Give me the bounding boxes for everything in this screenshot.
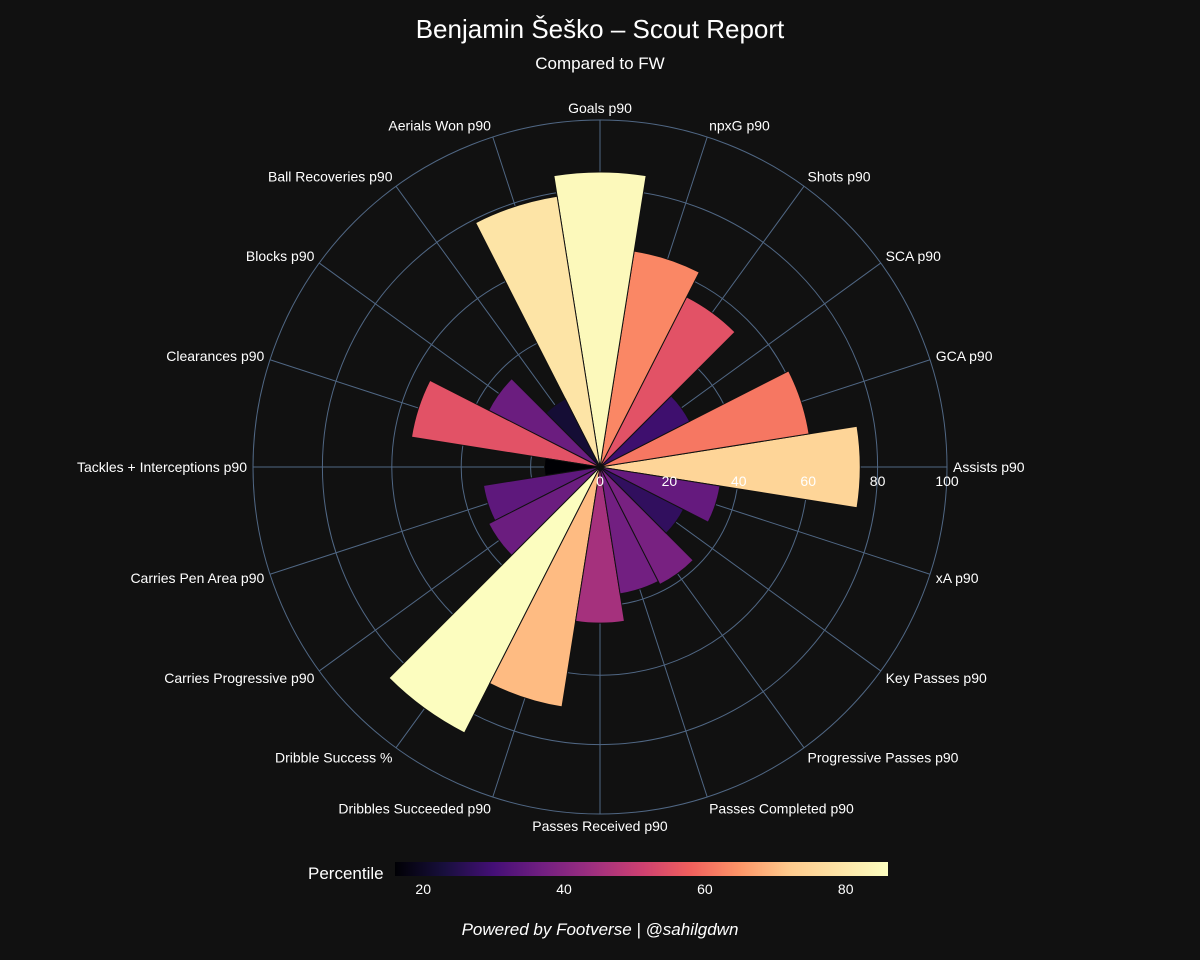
radial-tick-0: 0 [596, 473, 604, 489]
category-label-17: Progressive Passes p90 [808, 749, 959, 765]
bar-13 [388, 466, 601, 734]
bar-17 [599, 466, 694, 586]
radial-tick-3: 60 [800, 473, 816, 489]
category-label-9: Clearances p90 [166, 348, 264, 364]
colorbar-ticks: 20 40 60 80 [415, 881, 853, 897]
category-label-14: Dribbles Succeeded p90 [338, 800, 491, 816]
category-label-5: Goals p90 [568, 100, 632, 116]
colorbar-gradient [395, 862, 888, 876]
bar-1 [599, 370, 810, 468]
category-label-12: Carries Progressive p90 [164, 670, 314, 686]
colorbar-tick-0: 20 [415, 881, 431, 897]
bar-9 [410, 379, 601, 468]
bar-15 [574, 466, 626, 624]
bar-series [388, 171, 861, 734]
category-label-19: xA p90 [936, 570, 979, 586]
radial-tick-1: 20 [662, 473, 678, 489]
category-label-18: Key Passes p90 [886, 670, 987, 686]
bar-0 [599, 425, 861, 509]
colorbar-tick-2: 60 [697, 881, 713, 897]
category-label-7: Ball Recoveries p90 [268, 169, 393, 185]
bar-14 [489, 466, 601, 708]
chart-subtitle: Compared to FW [535, 54, 664, 73]
colorbar: Percentile 20 40 60 80 [308, 862, 888, 897]
category-label-1: GCA p90 [936, 348, 993, 364]
category-label-8: Blocks p90 [246, 248, 315, 264]
category-label-16: Passes Completed p90 [709, 800, 854, 816]
colorbar-title: Percentile [308, 864, 384, 883]
category-label-0: Assists p90 [953, 459, 1025, 475]
category-label-13: Dribble Success % [275, 749, 393, 765]
category-label-2: SCA p90 [886, 248, 941, 264]
chart-title: Benjamin Šeško – Scout Report [416, 14, 785, 44]
radial-tick-2: 40 [731, 473, 747, 489]
category-labels: Assists p90 GCA p90 SCA p90 Shots p90 npxG p… [77, 100, 1025, 834]
category-label-11: Carries Pen Area p90 [130, 570, 264, 586]
footer-credit: Powered by Footverse | @sahilgdwn [462, 920, 739, 939]
bar-19 [599, 466, 721, 523]
category-label-6: Aerials Won p90 [388, 118, 491, 134]
bar-5 [553, 171, 647, 468]
category-label-3: Shots p90 [808, 169, 871, 185]
radial-tick-4: 80 [870, 473, 886, 489]
radial-tick-labels: 0 20 40 60 80 100 [596, 473, 959, 489]
colorbar-tick-3: 80 [838, 881, 854, 897]
category-label-4: npxG p90 [709, 118, 770, 134]
radial-tick-5: 100 [935, 473, 959, 489]
category-label-10: Tackles + Interceptions p90 [77, 459, 247, 475]
bar-6 [474, 195, 601, 468]
category-label-15: Passes Received p90 [532, 818, 668, 834]
colorbar-tick-1: 40 [556, 881, 572, 897]
